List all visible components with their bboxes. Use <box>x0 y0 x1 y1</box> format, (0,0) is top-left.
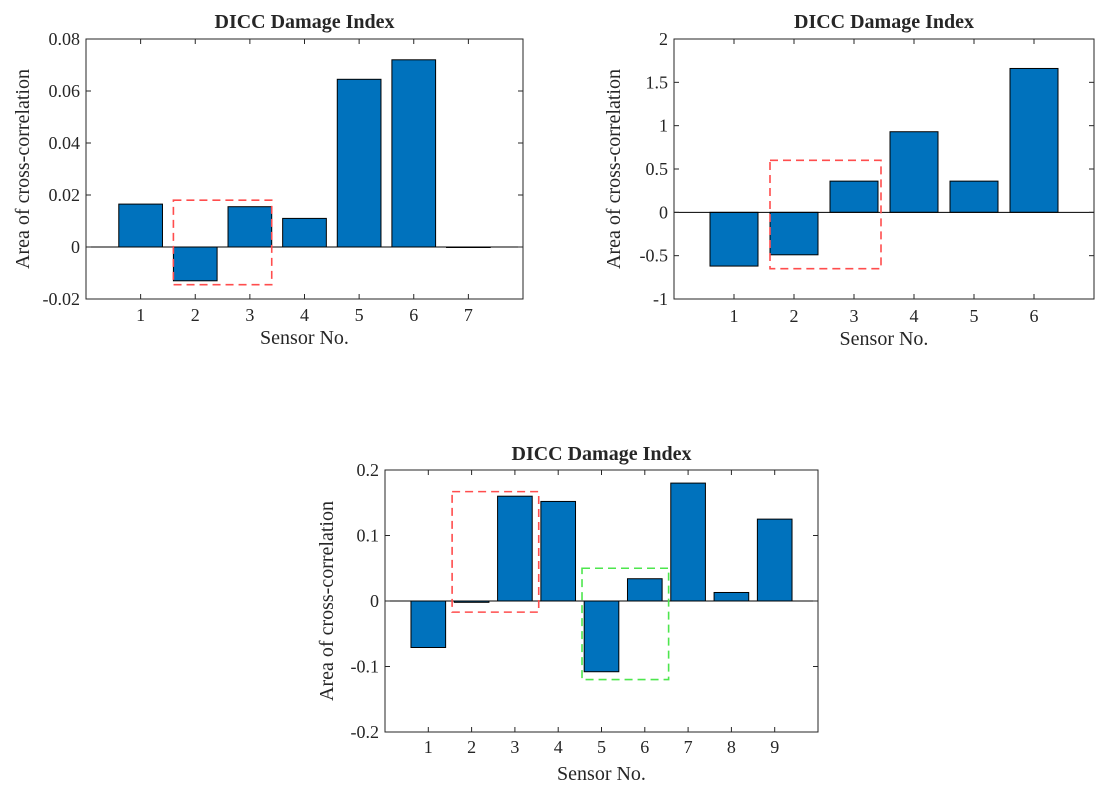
y-tick-label: -0.2 <box>351 722 380 742</box>
y-tick-label: 0 <box>71 237 80 257</box>
y-tick-label: 0.1 <box>357 526 380 546</box>
x-tick-label: 2 <box>467 737 476 757</box>
highlight-box-1 <box>451 490 540 613</box>
x-tick-label: 6 <box>640 737 649 757</box>
bar-sensor-8 <box>713 591 750 602</box>
y-axis-label: Area of cross-correlation <box>603 69 625 269</box>
y-tick-label: 0.06 <box>49 81 81 101</box>
bar-sensor-5 <box>949 180 999 213</box>
chart-panel-1: -0.02 0 0.02 0.04 0.06 0.08 1 2 3 4 5 6 7 DICC Damage… <box>12 11 524 349</box>
bar-sensor-3 <box>497 495 533 602</box>
x-axis-label: Sensor No. <box>260 327 349 349</box>
y-tick-label: 1.5 <box>646 72 669 92</box>
chart-title: DICC Damage Index <box>215 11 395 33</box>
y-tick-label: 2 <box>659 29 668 49</box>
bar-sensor-9 <box>756 518 793 602</box>
x-tick-label: 2 <box>191 305 200 325</box>
x-tick-label: 2 <box>790 306 799 326</box>
x-tick-label: 3 <box>510 737 519 757</box>
y-tick-label: 0 <box>370 591 379 611</box>
bar-sensor-7 <box>670 482 706 602</box>
bar-sensor-5 <box>336 78 382 248</box>
highlight-box-2 <box>581 567 670 681</box>
axes-box <box>85 38 524 300</box>
x-tick-label: 7 <box>684 737 693 757</box>
y-tick-label: 0 <box>659 202 668 222</box>
bar-sensor-1 <box>410 600 447 649</box>
bar-sensor-3 <box>829 180 879 213</box>
bar-sensor-1 <box>118 203 163 248</box>
x-tick-label: 4 <box>910 306 919 326</box>
x-tick-label: 8 <box>727 737 736 757</box>
bar-sensor-4 <box>282 217 327 248</box>
y-tick-label: -1 <box>653 289 668 309</box>
y-tick-label: -0.5 <box>640 246 669 266</box>
x-tick-label: 5 <box>597 737 606 757</box>
x-tick-label: 3 <box>245 305 254 325</box>
x-tick-label: 1 <box>424 737 433 757</box>
x-tick-label: 6 <box>1030 306 1039 326</box>
y-tick-label: 0.2 <box>357 460 380 480</box>
chart-title: DICC Damage Index <box>512 443 692 465</box>
bar-sensor-5 <box>583 600 620 673</box>
x-tick-label: 5 <box>355 305 364 325</box>
bar-sensor-4 <box>540 500 577 602</box>
x-tick-label: 6 <box>409 305 418 325</box>
bar-sensor-2 <box>769 211 819 256</box>
chart-title: DICC Damage Index <box>794 11 974 33</box>
y-tick-label: 0.08 <box>49 29 81 49</box>
x-tick-label: 1 <box>730 306 739 326</box>
bar-sensor-2 <box>172 246 218 282</box>
x-axis-label: Sensor No. <box>557 763 646 785</box>
bar-sensor-3 <box>227 206 273 248</box>
x-tick-label: 9 <box>770 737 779 757</box>
bar-sensor-4 <box>889 131 939 213</box>
y-axis-label: Area of cross-correlation <box>316 501 338 701</box>
y-tick-label: -0.02 <box>43 289 81 309</box>
y-tick-label: -0.1 <box>351 657 380 677</box>
x-tick-label: 4 <box>300 305 309 325</box>
x-tick-label: 5 <box>970 306 979 326</box>
y-axis-label: Area of cross-correlation <box>12 69 34 269</box>
y-tick-label: 0.04 <box>49 133 81 153</box>
bar-sensor-6 <box>391 59 437 248</box>
y-tick-label: 0.5 <box>646 159 669 179</box>
x-tick-label: 3 <box>850 306 859 326</box>
y-tick-label: 0.02 <box>49 185 81 205</box>
bar-sensor-6 <box>626 578 663 602</box>
chart-panel-2: -1 -0.5 0 0.5 1 1.5 2 1 2 3 4 5 6 DICC Damage Index Se… <box>603 11 1095 350</box>
x-tick-label: 1 <box>136 305 145 325</box>
bar-sensor-6 <box>1009 67 1059 213</box>
highlight-box-1 <box>769 159 882 270</box>
bar-sensor-1 <box>709 211 759 267</box>
x-tick-label: 7 <box>464 305 473 325</box>
x-axis-label: Sensor No. <box>840 328 929 350</box>
y-tick-label: 1 <box>659 116 668 136</box>
x-tick-label: 4 <box>554 737 563 757</box>
chart-panel-3: -0.2 -0.1 0 0.1 0.2 1 2 3 4 5 6 7 8 9 DICC Damage Inde… <box>316 443 819 785</box>
